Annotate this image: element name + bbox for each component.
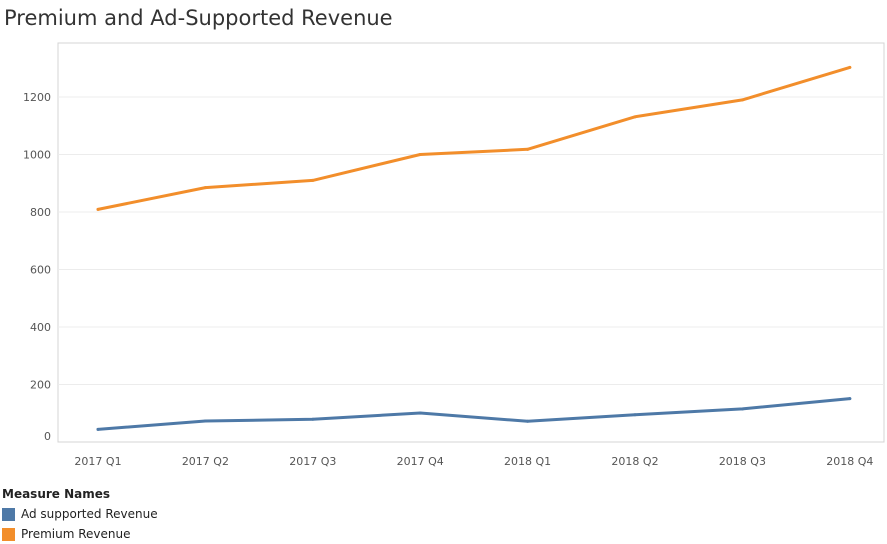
plot-frame xyxy=(57,42,885,443)
x-tick-label-2018-q3: 2018 Q3 xyxy=(719,455,766,468)
x-tick-label-2017-q3: 2017 Q3 xyxy=(289,455,336,468)
data-point-1-5 xyxy=(633,115,637,119)
x-tick-label-2018-q2: 2018 Q2 xyxy=(611,455,658,468)
x-tick-label-2018-q1: 2018 Q1 xyxy=(504,455,551,468)
data-point-1-0 xyxy=(96,207,100,211)
data-point-0-5 xyxy=(633,413,637,417)
data-point-1-7 xyxy=(848,65,852,69)
data-point-0-6 xyxy=(740,407,744,411)
data-point-0-0 xyxy=(96,427,100,431)
data-point-0-2 xyxy=(311,417,315,421)
legend: Measure Names Ad supported Revenue Premi… xyxy=(2,487,158,544)
data-point-0-7 xyxy=(848,397,852,401)
x-tick-label-2017-q1: 2017 Q1 xyxy=(74,455,121,468)
x-tick-label-2017-q2: 2017 Q2 xyxy=(182,455,229,468)
line-chart: 0 200 400 600 800 1000 1200 2017 Q1 2017 Q2 2017 … xyxy=(23,42,885,468)
data-point-0-4 xyxy=(526,419,530,423)
y-tick-label-800: 800 xyxy=(30,206,51,219)
y-tick-label-1200: 1200 xyxy=(23,91,51,104)
x-tick-label-2017-q4: 2017 Q4 xyxy=(397,455,444,468)
y-tick-label-200: 200 xyxy=(30,379,51,392)
data-point-1-1 xyxy=(203,186,207,190)
data-point-1-6 xyxy=(740,98,744,102)
data-point-0-3 xyxy=(418,411,422,415)
legend-title: Measure Names xyxy=(2,487,111,501)
legend-label-premium: Premium Revenue xyxy=(21,527,131,541)
legend-item-premium[interactable]: Premium Revenue xyxy=(2,524,158,544)
y-tick-label-600: 600 xyxy=(30,264,51,277)
legend-label-ad-supported: Ad supported Revenue xyxy=(21,507,158,521)
data-point-1-3 xyxy=(418,153,422,156)
legend-item-ad-supported[interactable]: Ad supported Revenue xyxy=(2,504,158,524)
y-tick-label-1000: 1000 xyxy=(23,149,51,162)
x-tick-label-2018-q4: 2018 Q4 xyxy=(826,455,873,468)
legend-swatch-ad-supported xyxy=(2,507,15,521)
series-line-premium-revenue xyxy=(96,65,852,211)
data-point-0-1 xyxy=(203,419,207,423)
chart-title: Premium and Ad-Supported Revenue xyxy=(4,6,393,30)
data-point-1-4 xyxy=(526,147,530,151)
y-tick-label-400: 400 xyxy=(30,321,51,334)
y-tick-label-0: 0 xyxy=(44,430,51,443)
series-line-ad-supported-revenue xyxy=(96,397,852,431)
data-point-1-2 xyxy=(311,178,315,182)
legend-swatch-premium xyxy=(2,527,15,541)
